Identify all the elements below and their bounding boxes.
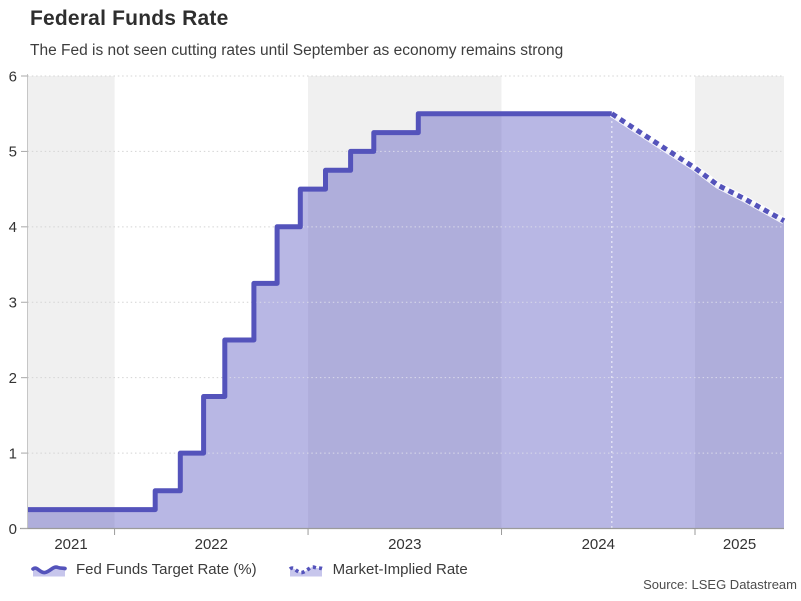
dotted-wave-key-icon bbox=[288, 565, 323, 577]
x-axis-tick-label: 2024 bbox=[582, 536, 615, 553]
fed-funds-target-rate-line bbox=[27, 111, 612, 513]
y-axis-labels: 0 1 2 3 4 5 6 bbox=[9, 68, 17, 538]
y-axis-tick-label: 3 bbox=[9, 295, 17, 312]
y-axis-tick-label: 1 bbox=[9, 445, 17, 462]
x-axis-tick-label: 2021 bbox=[54, 536, 87, 553]
y-axis-tick-label: 5 bbox=[9, 144, 17, 161]
y-axis-tick-label: 0 bbox=[9, 521, 17, 538]
legend-item-market-implied-rate[interactable]: Market-Implied Rate bbox=[288, 560, 468, 580]
axes bbox=[20, 74, 784, 535]
y-axis-tick-label: 4 bbox=[9, 219, 17, 236]
y-axis-tick-label: 2 bbox=[9, 370, 17, 387]
market-implied-rate-line bbox=[610, 111, 786, 223]
solid-wave-key-icon bbox=[31, 565, 67, 577]
x-axis-tick-label: 2025 bbox=[723, 536, 756, 553]
rate-area-fill bbox=[27, 113, 784, 529]
gridlines bbox=[27, 75, 784, 454]
chart-subtitle: The Fed is not seen cutting rates until … bbox=[30, 42, 564, 59]
y-axis-tick-label: 6 bbox=[9, 68, 17, 85]
chart-legend: Fed Funds Target Rate (%) Market-Implied… bbox=[31, 560, 468, 580]
legend-key-dotted-line bbox=[288, 565, 323, 575]
year-band bbox=[695, 76, 784, 529]
x-axis-tick-label: 2022 bbox=[195, 536, 228, 553]
x-axis-tick-label: 2023 bbox=[388, 536, 421, 553]
legend-label-fed-funds: Fed Funds Target Rate (%) bbox=[76, 561, 257, 578]
legend-key-solid-line bbox=[31, 565, 67, 575]
legend-label-market-implied: Market-Implied Rate bbox=[332, 561, 468, 578]
page-title: Federal Funds Rate bbox=[30, 7, 229, 30]
legend-key-area-fill bbox=[289, 567, 322, 577]
legend-item-fed-funds-target-rate[interactable]: Fed Funds Target Rate (%) bbox=[31, 560, 257, 580]
x-axis-labels: 2021 2022 2023 2024 2025 bbox=[54, 536, 756, 553]
chart-header: Federal Funds Rate The Fed is not seen c… bbox=[30, 6, 563, 60]
year-band bbox=[308, 76, 502, 529]
source-attribution: Source: LSEG Datastream bbox=[643, 577, 797, 592]
